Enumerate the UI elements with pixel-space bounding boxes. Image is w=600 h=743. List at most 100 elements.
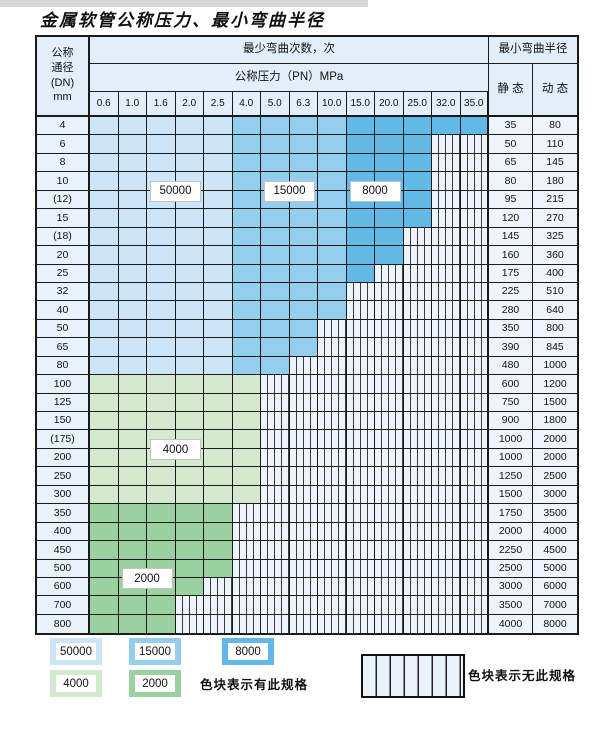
- static-value-cell: 480: [489, 356, 533, 376]
- spec-available-cell: [204, 485, 233, 505]
- static-value-cell: 750: [489, 393, 533, 412]
- spec-unavailable-cell: [261, 412, 290, 431]
- spec-available-cell: [147, 375, 176, 394]
- spec-available-cell: [318, 282, 347, 302]
- spec-available-cell: [118, 393, 147, 412]
- spec-available-cell: [147, 393, 176, 412]
- spec-available-cell: [147, 596, 176, 615]
- spec-available-cell: [204, 375, 233, 394]
- spec-unavailable-cell: [289, 504, 318, 523]
- spec-unavailable-cell: [289, 430, 318, 449]
- cycle-count-label: 50000: [150, 180, 201, 202]
- dn-cell: (12): [37, 190, 90, 210]
- spec-unavailable-cell: [375, 577, 404, 597]
- spec-unavailable-cell: [289, 596, 318, 615]
- spec-available-cell: [346, 153, 375, 173]
- dynamic-value-cell: 80: [533, 117, 577, 136]
- spec-unavailable-cell: [460, 227, 489, 247]
- spec-available-cell: [90, 577, 119, 597]
- static-value-cell: 1250: [489, 467, 533, 486]
- spec-available-cell: [118, 190, 147, 210]
- spec-unavailable-cell: [375, 485, 404, 505]
- spec-available-cell: [118, 522, 147, 542]
- spec-unavailable-cell: [375, 393, 404, 412]
- spec-unavailable-cell: [204, 596, 233, 615]
- dn-cell: 500: [37, 559, 90, 578]
- spec-available-cell: [118, 504, 147, 523]
- spec-unavailable-cell: [375, 614, 404, 634]
- spec-unavailable-cell: [289, 522, 318, 542]
- spec-unavailable-cell: [318, 522, 347, 542]
- spec-available-cell: [375, 117, 404, 136]
- spec-unavailable-cell: [318, 430, 347, 449]
- spec-unavailable-cell: [432, 172, 461, 191]
- pressure-col-header: 15.0: [346, 92, 375, 117]
- spec-unavailable-cell: [432, 227, 461, 247]
- static-value-cell: 350: [489, 319, 533, 339]
- spec-available-cell: [90, 264, 119, 283]
- spec-available-cell: [204, 153, 233, 173]
- spec-available-cell: [204, 522, 233, 542]
- spec-unavailable-cell: [375, 541, 404, 560]
- spec-available-cell: [261, 338, 290, 357]
- spec-available-cell: [403, 117, 432, 136]
- spec-available-cell: [403, 172, 432, 191]
- spec-available-cell: [232, 282, 261, 302]
- spec-unavailable-cell: [261, 614, 290, 634]
- legend-swatch-15000: 15000: [129, 638, 181, 665]
- legend-swatch-label: 50000: [56, 643, 96, 660]
- spec-available-cell: [118, 117, 147, 136]
- spec-available-cell: [375, 153, 404, 173]
- spec-unavailable-cell: [432, 209, 461, 228]
- spec-unavailable-cell: [460, 209, 489, 228]
- dynamic-value-cell: 1500: [533, 393, 577, 412]
- spec-available-cell: [204, 117, 233, 136]
- spec-available-cell: [375, 246, 404, 265]
- legend-swatch-label: 15000: [135, 643, 175, 660]
- dn-cell: 25: [37, 264, 90, 283]
- spec-available-cell: [175, 135, 204, 154]
- static-value-cell: 225: [489, 282, 533, 302]
- spec-available-cell: [204, 412, 233, 431]
- spec-unavailable-cell: [460, 246, 489, 265]
- spec-available-cell: [289, 209, 318, 228]
- spec-unavailable-cell: [232, 596, 261, 615]
- spec-unavailable-cell: [460, 301, 489, 320]
- spec-unavailable-cell: [375, 430, 404, 449]
- spec-available-cell: [232, 412, 261, 431]
- static-value-cell: 3000: [489, 577, 533, 597]
- pressure-col-header: 32.0: [432, 92, 461, 117]
- spec-available-cell: [147, 153, 176, 173]
- spec-available-cell: [232, 485, 261, 505]
- spec-available-cell: [204, 135, 233, 154]
- spec-available-cell: [147, 117, 176, 136]
- spec-unavailable-cell: [375, 264, 404, 283]
- spec-available-cell: [90, 467, 119, 486]
- spec-unavailable-cell: [432, 485, 461, 505]
- spec-available-cell: [318, 135, 347, 154]
- dn-cell: 32: [37, 282, 90, 302]
- spec-unavailable-cell: [289, 393, 318, 412]
- spec-unavailable-cell: [375, 356, 404, 376]
- spec-unavailable-cell: [318, 485, 347, 505]
- spec-available-cell: [90, 135, 119, 154]
- spec-available-cell: [147, 485, 176, 505]
- spec-available-cell: [118, 430, 147, 449]
- spec-unavailable-cell: [375, 448, 404, 468]
- spec-available-cell: [118, 485, 147, 505]
- spec-unavailable-cell: [460, 282, 489, 302]
- spec-available-cell: [261, 282, 290, 302]
- legend-swatch-label: 2000: [135, 675, 175, 692]
- dn-cell: 400: [37, 522, 90, 542]
- spec-available-cell: [261, 319, 290, 339]
- spec-unavailable-cell: [460, 264, 489, 283]
- spec-available-cell: [232, 448, 261, 468]
- spec-unavailable-cell: [403, 504, 432, 523]
- spec-available-cell: [289, 264, 318, 283]
- spec-unavailable-cell: [346, 319, 375, 339]
- spec-available-cell: [118, 209, 147, 228]
- spec-available-cell: [118, 264, 147, 283]
- dynamic-value-cell: 145: [533, 153, 577, 173]
- spec-unavailable-cell: [432, 467, 461, 486]
- dynamic-value-cell: 2500: [533, 467, 577, 486]
